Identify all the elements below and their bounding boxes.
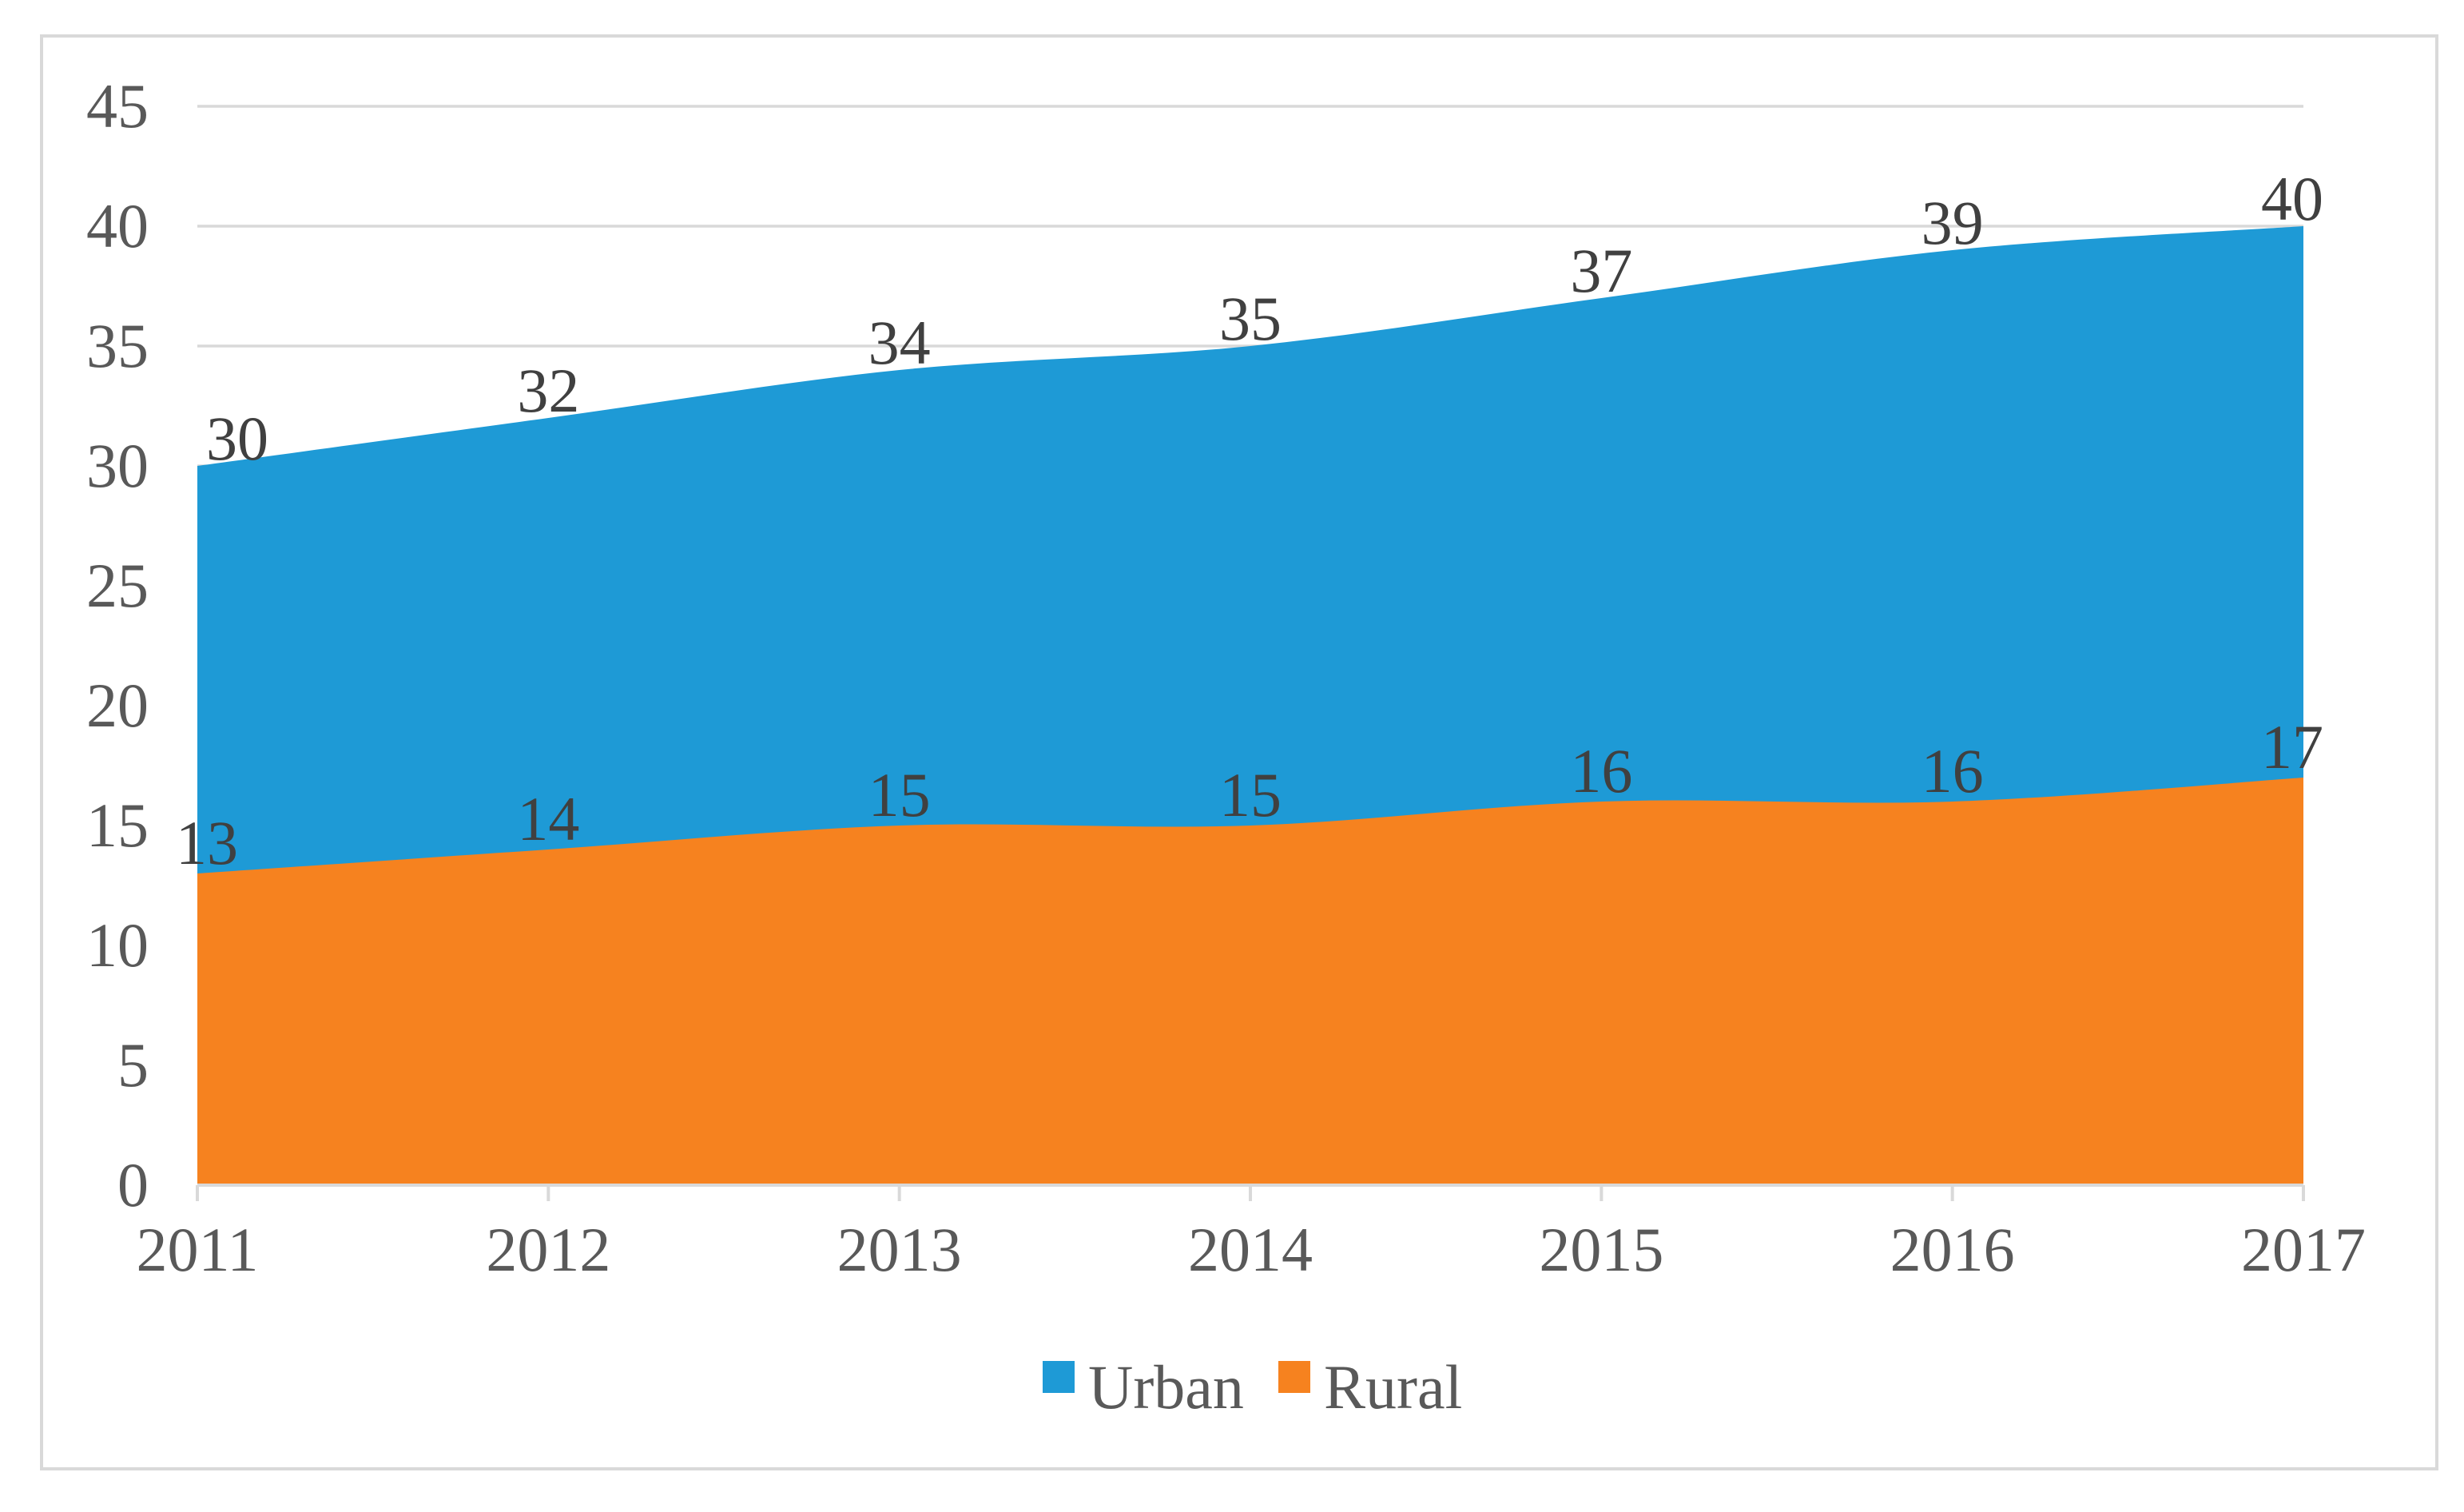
data-label-rural-2013: 15: [868, 760, 931, 830]
y-tick-label-30: 30: [86, 431, 149, 500]
axes-group: [196, 1184, 2305, 1201]
legend-swatch-rural[interactable]: [1278, 1361, 1310, 1393]
data-label-rural-2014: 15: [1219, 760, 1282, 830]
y-tick-label-20: 20: [86, 670, 149, 740]
y-tick-label-0: 0: [117, 1150, 149, 1220]
x-tick-label-2013: 2013: [837, 1215, 962, 1284]
y-tick-label-5: 5: [117, 1030, 149, 1100]
x-tick-label-2011: 2011: [136, 1215, 258, 1284]
axis-labels-group: 0 5 10 15 20 25 30 35 40 45 2011 2012 2013 2014 2015 20…: [86, 71, 2366, 1284]
y-tick-label-45: 45: [86, 71, 149, 141]
data-label-rural-2012: 14: [517, 784, 579, 853]
data-label-urban-2011: 30: [206, 404, 268, 473]
y-tick-label-15: 15: [86, 790, 149, 860]
data-labels-group: 30 32 34 35 37 39 40 13 14 15 15 16 16 17: [176, 164, 2323, 877]
data-label-urban-2017: 40: [2261, 164, 2323, 233]
y-tick-label-25: 25: [86, 551, 149, 620]
x-tick-label-2012: 2012: [486, 1215, 610, 1284]
data-label-rural-2011: 13: [176, 808, 238, 877]
x-tick-label-2017: 2017: [2241, 1215, 2366, 1284]
x-tick-label-2015: 2015: [1539, 1215, 1663, 1284]
data-label-rural-2015: 16: [1570, 736, 1632, 806]
rural-area-series: [197, 778, 2303, 1185]
y-tick-label-35: 35: [86, 311, 149, 380]
y-tick-label-10: 10: [86, 910, 149, 980]
data-label-urban-2015: 37: [1570, 236, 1632, 305]
legend-label-rural[interactable]: Rural: [1324, 1352, 1462, 1422]
data-label-urban-2012: 32: [517, 356, 579, 425]
legend-swatch-urban[interactable]: [1043, 1361, 1075, 1393]
data-label-rural-2016: 16: [1922, 736, 1984, 806]
data-label-rural-2017: 17: [2261, 712, 2323, 782]
y-tick-label-40: 40: [86, 191, 149, 261]
data-label-urban-2014: 35: [1219, 284, 1282, 353]
data-label-urban-2016: 39: [1922, 188, 1984, 257]
x-tick-label-2016: 2016: [1890, 1215, 2015, 1284]
area-series-group: [197, 226, 2303, 1185]
data-label-urban-2013: 34: [868, 308, 931, 377]
legend-label-urban[interactable]: Urban: [1088, 1352, 1244, 1422]
legend: Urban Rural: [1043, 1352, 1462, 1422]
x-tick-label-2014: 2014: [1188, 1215, 1313, 1284]
